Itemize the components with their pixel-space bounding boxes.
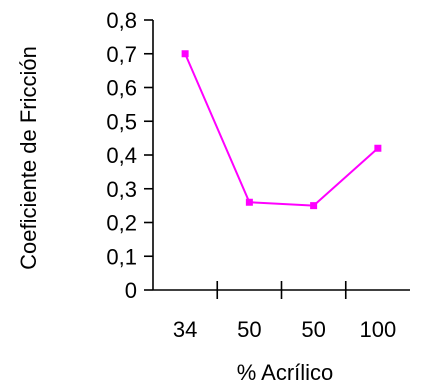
y-tick-labels: 0 0,1 0,2 0,3 0,4 0,5 0,6 0,7 0,8 [106,8,137,303]
y-ticks [144,19,153,291]
y-tick-label: 0,2 [106,211,137,236]
y-tick-label: 0,6 [106,76,137,101]
y-tick-label: 0,3 [106,177,137,202]
data-point [181,50,189,58]
y-tick-label: 0,8 [106,8,137,33]
x-tick-label: 50 [301,317,325,342]
y-tick-label: 0 [125,278,137,303]
x-axis-title: % Acrílico [237,360,334,383]
y-tick-label: 0,5 [106,109,137,134]
y-axis-title: Coeficiente de Fricción [16,46,41,270]
data-point [374,144,382,152]
x-ticks [216,281,347,299]
x-tick-label: 34 [173,317,197,342]
x-tick-label: 100 [360,317,397,342]
y-tick-label: 0,1 [106,244,137,269]
x-tick-label: 50 [237,317,261,342]
series-line [184,53,379,207]
data-point [245,198,253,206]
data-point [310,202,318,210]
series-layer [181,50,382,210]
y-tick-label: 0,7 [106,42,137,67]
x-tick-labels: 34 50 50 100 [173,317,396,342]
y-tick-label: 0,4 [106,143,137,168]
